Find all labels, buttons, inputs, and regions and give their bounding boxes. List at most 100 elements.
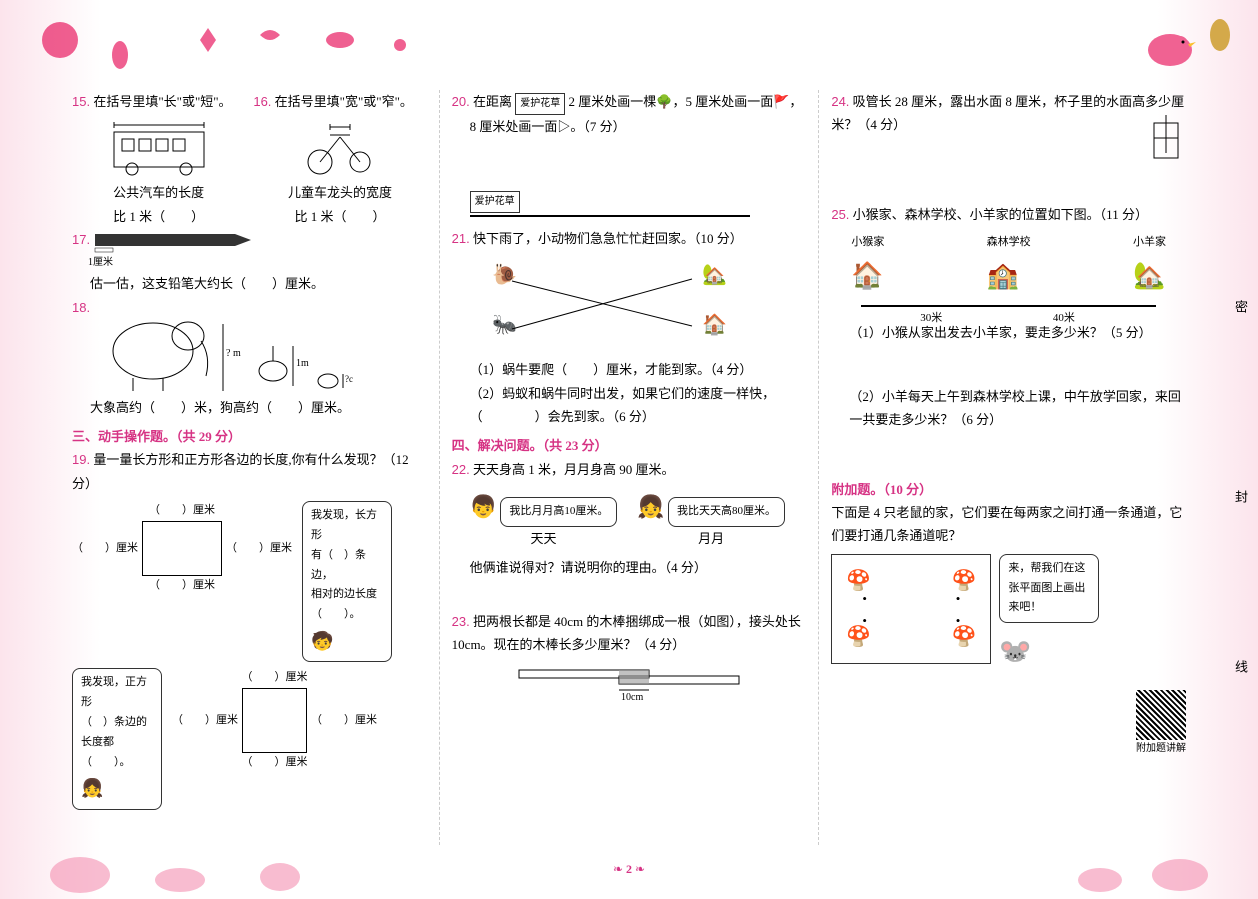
q15: 15. 在括号里填"长"或"短"。 公共汽车的长度 比 1 米（ ） xyxy=(72,90,245,228)
page-number: ❧ 2 ❧ xyxy=(613,862,645,877)
section-3-title: 三、动手操作题。（共 29 分） xyxy=(72,425,427,448)
pinecone-icon xyxy=(1210,19,1230,51)
sign2-icon: 爱护花草 xyxy=(470,191,520,213)
svg-text:🏡: 🏡 xyxy=(702,264,727,286)
q15-compare: 比 1 米（ ） xyxy=(72,205,245,228)
side-mi: 密 xyxy=(1231,300,1250,313)
pencil-icon xyxy=(93,228,263,254)
section-4-title: 四、解决问题。（共 23 分） xyxy=(452,434,807,457)
s2a: 我发现，正方形 xyxy=(81,676,147,708)
q16-num: 16. xyxy=(253,94,271,109)
side-feng: 封 xyxy=(1231,490,1250,503)
q17-num: 17. xyxy=(72,232,90,247)
q24: 24. 吸管长 28 厘米，露出水面 8 厘米，杯子里的水面高多少厘米？（4 分… xyxy=(831,90,1186,203)
q19-num: 19. xyxy=(72,452,90,467)
q15-text: 在括号里填"长"或"短"。 xyxy=(93,94,231,109)
q17-ruler: 1厘米 xyxy=(88,254,427,272)
q20-num: 20. xyxy=(452,94,470,109)
q25-text: 小猴家、森林学校、小羊家的位置如下图。（11 分） xyxy=(853,207,1148,222)
q24-num: 24. xyxy=(831,94,849,109)
q22-num: 22. xyxy=(452,462,470,477)
q17: 17. 1厘米 估一估，这支铅笔大约长（ ）厘米。 xyxy=(72,228,427,295)
q22: 22. 天天身高 1 米，月月身高 90 厘米。 👦 我比月月高10厘米。 天天… xyxy=(452,458,807,580)
q20-t3: 8 厘米处画一面▷。（7 分） xyxy=(452,115,807,138)
q19-cm-left: （ ）厘米 xyxy=(72,539,138,559)
q16: 16. 在括号里填"宽"或"窄"。 儿童车龙头的宽度 比 1 米（ ） xyxy=(253,90,426,228)
q18-num: 18. xyxy=(72,300,90,315)
q21-p2a: （2）蚂蚁和蜗牛同时出发，如果它们的速度一样快， xyxy=(452,382,807,405)
q20-t1: 在距离 xyxy=(473,94,512,109)
q25-line: 30米 40米 xyxy=(861,305,1156,321)
q19-speech2: 我发现，正方形 （ ）条边的 长度都（ ）。 👧 xyxy=(72,668,162,809)
q25-h2: 森林学校 xyxy=(987,233,1031,253)
bus-icon xyxy=(104,117,214,177)
column-1: 15. 在括号里填"长"或"短"。 公共汽车的长度 比 1 米（ ） 16. 在… xyxy=(60,90,440,845)
q20-t2: 2 厘米处画一棵🌳，5 厘米处画一面🚩， xyxy=(569,94,803,109)
q21-num: 21. xyxy=(452,231,470,246)
q20: 20. 在距离 爱护花草 2 厘米处画一棵🌳，5 厘米处画一面🚩， 8 厘米处画… xyxy=(452,90,807,217)
q22-bubble2: 我比天天高80厘米。 xyxy=(668,497,785,527)
s1d: （ ）。 xyxy=(311,608,361,620)
column-2: 20. 在距离 爱护花草 2 厘米处画一棵🌳，5 厘米处画一面🚩， 8 厘米处画… xyxy=(440,90,820,845)
side-xian: 线 xyxy=(1231,660,1250,673)
sign-icon: 爱护花草 xyxy=(515,93,565,115)
sticks-diagram: 10cm xyxy=(509,662,749,702)
q21: 21. 快下雨了，小动物们急急忙忙赶回家。（10 分） 🐌🏡 🐜🏠 （1）蜗牛要… xyxy=(452,227,807,428)
s2b: （ ）条边的 xyxy=(81,716,147,728)
q25-h1: 小猴家 xyxy=(851,233,884,253)
q16-compare: 比 1 米（ ） xyxy=(253,205,426,228)
animals-diagram: 🐌🏡 🐜🏠 xyxy=(452,251,752,351)
s1a: 我发现，长方形 xyxy=(311,509,377,541)
qr-code-icon xyxy=(1136,690,1186,740)
s2c: 长度都（ ）。 xyxy=(81,736,131,768)
q19-cm-top: （ ）厘米 xyxy=(72,501,292,521)
q23: 23. 把两根长都是 40cm 的木棒捆绑成一根（如图），接头处长10cm。现在… xyxy=(452,610,807,703)
cup-icon xyxy=(1146,113,1186,163)
q19s-cm-bottom: （ ）厘米 xyxy=(172,753,377,773)
q22-bubble1: 我比月月高10厘米。 xyxy=(500,497,617,527)
q19: 19. 量一量长方形和正方形各边的长度,你有什么发现？（12 分） （ ）厘米 … xyxy=(72,448,427,809)
q19-rectangle: （ ）厘米 （ ）厘米 （ ）厘米 （ ）厘米 xyxy=(72,501,292,596)
bonus-speech: 来，帮我们在这张平面图上画出来吧！ xyxy=(999,554,1099,623)
q19s-cm-left: （ ）厘米 xyxy=(172,711,238,731)
q15-num: 15. xyxy=(72,94,90,109)
elephant-icon: ? m 1m ?cm xyxy=(93,296,353,396)
q23-text: 把两根长都是 40cm 的木棒捆绑成一根（如图），接头处长10cm。现在的木棒长… xyxy=(452,614,801,652)
q19-cm-bottom: （ ）厘米 xyxy=(72,576,292,596)
q19-square: （ ）厘米 （ ）厘米 （ ）厘米 （ ）厘米 xyxy=(172,668,377,773)
page-num-val: 2 xyxy=(626,862,632,876)
q19-speech1: 我发现，长方形 有（ ）条边， 相对的边长度 （ ）。 🧒 xyxy=(302,501,392,662)
content-area: 15. 在括号里填"长"或"短"。 公共汽车的长度 比 1 米（ ） 16. 在… xyxy=(60,90,1198,845)
q16-text: 在括号里填"宽"或"窄"。 xyxy=(275,94,413,109)
q25-num: 25. xyxy=(831,207,849,222)
q22-name1: 天天 xyxy=(470,527,618,550)
q25-h3: 小羊家 xyxy=(1133,233,1166,253)
q19-text: 量一量长方形和正方形各边的长度,你有什么发现？（12 分） xyxy=(72,452,409,490)
deco-l: ❧ xyxy=(613,862,623,876)
q19s-cm-top: （ ）厘米 xyxy=(172,668,377,688)
mushroom-grid: 🍄• 🍄• 🍄• 🍄• xyxy=(831,554,991,664)
svg-text:? m: ? m xyxy=(226,348,241,359)
q16-caption: 儿童车龙头的宽度 xyxy=(253,181,426,204)
bonus-text: 下面是 4 只老鼠的家，它们要在每两家之间打通一条通道，它们要打通几条通道呢？ xyxy=(831,501,1186,548)
tricycle-icon xyxy=(295,117,385,177)
q19s-cm-right: （ ）厘米 xyxy=(311,711,377,731)
q18-text: 大象高约（ ）米，狗高约（ ）厘米。 xyxy=(72,396,427,419)
svg-text:?cm: ?cm xyxy=(345,374,353,384)
svg-text:🏠: 🏠 xyxy=(702,313,727,336)
q21-p1: （1）蜗牛要爬（ ）厘米，才能到家。（4 分） xyxy=(452,358,807,381)
q15-caption: 公共汽车的长度 xyxy=(72,181,245,204)
q21-p2b: （ ）会先到家。（6 分） xyxy=(452,405,807,428)
q22-name2: 月月 xyxy=(637,527,785,550)
q18: 18. ? m 1m ?cm 大象高约（ ）米，狗高约（ ）厘米。 xyxy=(72,296,427,419)
q25-p1: （1）小猴从家出发去小羊家，要走多少米？（5 分） xyxy=(831,321,1186,344)
q24-text: 吸管长 28 厘米，露出水面 8 厘米，杯子里的水面高多少厘米？（4 分） xyxy=(831,94,1184,132)
s1c: 相对的边长度 xyxy=(311,588,377,600)
q22-text: 天天身高 1 米，月月身高 90 厘米。 xyxy=(473,462,675,477)
svg-text:1m: 1m xyxy=(296,358,309,369)
svg-text:🐜: 🐜 xyxy=(492,314,517,336)
q23-num: 23. xyxy=(452,614,470,629)
q23-label: 10cm xyxy=(621,692,643,702)
bonus-title: 附加题。（10 分） xyxy=(831,478,1186,501)
q21-text: 快下雨了，小动物们急急忙忙赶回家。（10 分） xyxy=(473,231,743,246)
